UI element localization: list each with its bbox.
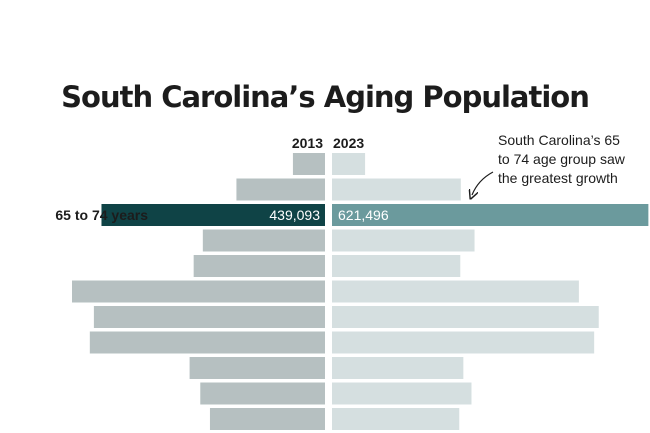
bar-2023 [332, 204, 649, 226]
bar-2013 [209, 408, 325, 430]
bar-2023 [332, 408, 460, 430]
bar-2013 [200, 382, 325, 405]
bar-2013 [72, 280, 325, 303]
bar-2013 [89, 331, 326, 354]
chart-title: South Carolina’s Aging Population [61, 80, 590, 114]
data-label-2013: 439,093 [269, 207, 320, 223]
bar-2013 [93, 306, 325, 328]
annotation-line: the greatest growth [498, 170, 618, 186]
bar-2023 [332, 255, 461, 277]
bar-2023 [332, 280, 579, 303]
bar-2023 [332, 382, 472, 405]
annotation-line: South Carolina’s 65 [498, 132, 620, 148]
bar-2013 [202, 229, 325, 252]
bar-2013 [189, 357, 325, 379]
bars-2023 [332, 153, 649, 430]
series-label-2023: 2023 [333, 135, 364, 151]
bar-2023 [332, 357, 464, 379]
bar-2023 [332, 178, 461, 201]
bar-2023 [332, 153, 366, 175]
data-label-2023: 621,496 [338, 207, 389, 223]
bars-2013 [72, 153, 326, 430]
bar-2023 [332, 306, 599, 328]
annotation: South Carolina’s 65 to 74 age group saw th… [472, 132, 626, 195]
series-label-2013: 2013 [292, 135, 323, 151]
bar-2013 [193, 255, 325, 277]
bar-2013 [236, 178, 325, 201]
bar-2023 [332, 331, 595, 354]
annotation-line: to 74 age group saw [498, 151, 626, 167]
bar-2013 [101, 204, 325, 226]
annotation-arrow [472, 171, 494, 195]
category-label: 65 to 74 years [55, 207, 148, 223]
bar-2023 [332, 229, 475, 252]
chart-labels: 439,093 621,496 65 to 74 years 2013 2023 [55, 135, 388, 223]
bar-2013 [292, 153, 325, 175]
